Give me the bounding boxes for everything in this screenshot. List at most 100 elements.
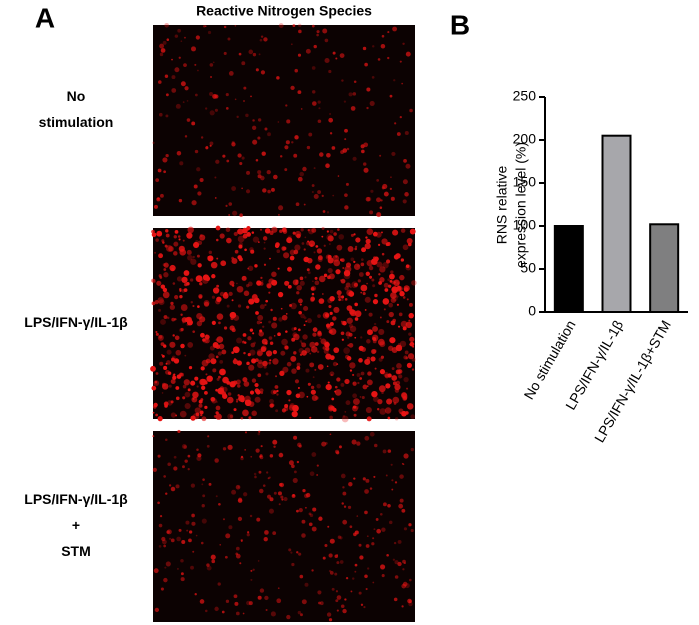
fluorescence-spot (271, 226, 278, 233)
fluorescence-spot (162, 263, 166, 267)
fluorescence-spot (314, 368, 317, 371)
fluorescence-spot (246, 284, 250, 288)
fluorescence-spot (290, 85, 295, 91)
fluorescence-spot (236, 285, 244, 293)
fluorescence-spot (329, 321, 334, 326)
fluorescence-spot (346, 356, 352, 361)
fluorescence-spot (305, 241, 311, 246)
fluorescence-spot (237, 384, 241, 388)
fluorescence-spot (271, 187, 275, 192)
fluorescence-spot (324, 341, 330, 348)
fluorescence-spot (250, 342, 256, 348)
fluorescence-spot (303, 305, 309, 312)
fluorescence-spot (350, 257, 355, 262)
fluorescence-spot (235, 400, 239, 403)
fluorescence-spot (156, 230, 163, 237)
fluorescence-spot (393, 279, 400, 287)
fluorescence-spot (379, 154, 382, 157)
fluorescence-spot (298, 552, 302, 556)
fluorescence-spot (255, 389, 261, 395)
fluorescence-spot (248, 416, 252, 420)
fluorescence-spot (290, 355, 297, 362)
fluorescence-spot (237, 498, 243, 503)
fluorescence-spot (297, 176, 303, 182)
fluorescence-spot (366, 416, 372, 422)
fluorescence-spot (286, 614, 291, 620)
fluorescence-spot (208, 250, 213, 255)
fluorescence-spot (215, 338, 219, 342)
fluorescence-spot (180, 372, 184, 377)
fluorescence-spot (299, 303, 302, 306)
fluorescence-spot (165, 561, 171, 567)
fluorescence-spot (307, 240, 310, 243)
fluorescence-spot (356, 372, 361, 377)
fluorescence-spot (191, 121, 196, 126)
fluorescence-spot (296, 233, 301, 239)
fluorescence-spot (315, 396, 319, 400)
fluorescence-spot (336, 561, 340, 565)
fluorescence-spot (360, 371, 365, 376)
fluorescence-spot (183, 379, 190, 386)
fluorescence-spot (298, 508, 303, 513)
fluorescence-spot (381, 574, 385, 578)
fluorescence-spot (190, 380, 196, 386)
fluorescence-spot (337, 175, 340, 177)
fluorescence-spot (269, 497, 274, 502)
fluorescence-spot (243, 351, 246, 355)
fluorescence-spot (150, 365, 156, 372)
fluorescence-spot (255, 68, 259, 72)
fluorescence-spot (186, 529, 189, 532)
fluorescence-spot (321, 226, 325, 230)
fluorescence-spot (333, 347, 340, 354)
fluorescence-spot (293, 333, 300, 341)
fluorescence-spot (173, 466, 178, 471)
fluorescence-spot (406, 403, 414, 410)
fluorescence-spot (231, 489, 237, 495)
fluorescence-spot (254, 396, 261, 403)
fluorescence-spot (372, 336, 377, 341)
fluorescence-spot (281, 498, 284, 501)
fluorescence-spot (305, 48, 311, 54)
fluorescence-spot (410, 414, 416, 420)
fluorescence-spot (190, 301, 194, 304)
fluorescence-spot (327, 254, 332, 260)
fluorescence-spot (373, 443, 378, 448)
fluorescence-spot (276, 393, 279, 396)
fluorescence-spot (345, 400, 351, 406)
fluorescence-spot (176, 150, 182, 156)
fluorescence-spot (392, 558, 396, 561)
fluorescence-spot (317, 314, 321, 318)
fluorescence-spot (214, 606, 219, 612)
fluorescence-spot (334, 389, 342, 396)
fluorescence-spot (253, 472, 257, 476)
fluorescence-spot (301, 599, 307, 605)
fluorescence-spot (336, 363, 339, 366)
fluorescence-spot (383, 502, 387, 507)
fluorescence-spot (304, 351, 307, 354)
fluorescence-spot (318, 107, 321, 110)
fluorescence-spot (268, 291, 271, 294)
fluorescence-spot (299, 340, 303, 343)
fluorescence-spot (344, 410, 347, 413)
fluorescence-spot (175, 103, 181, 109)
fluorescence-spot (261, 338, 268, 345)
fluorescence-spot (179, 410, 187, 418)
fluorescence-spot (225, 227, 231, 233)
fluorescence-spot (376, 261, 383, 268)
fluorescence-spot (212, 368, 217, 373)
fluorescence-spot (310, 389, 316, 395)
fluorescence-spot (392, 318, 397, 323)
fluorescence-spot (235, 611, 240, 616)
fluorescence-spot (326, 230, 330, 233)
fluorescence-spot (292, 24, 296, 28)
fluorescence-spot (318, 275, 326, 283)
fluorescence-spot (364, 489, 369, 494)
fluorescence-spot (401, 583, 407, 589)
fluorescence-spot (312, 332, 317, 337)
fluorescence-spot (173, 373, 176, 376)
fluorescence-spot (257, 359, 263, 365)
fluorescence-spot (192, 304, 195, 308)
fluorescence-spot (389, 94, 393, 98)
fluorescence-spot (238, 241, 244, 247)
fluorescence-spot (231, 299, 234, 302)
